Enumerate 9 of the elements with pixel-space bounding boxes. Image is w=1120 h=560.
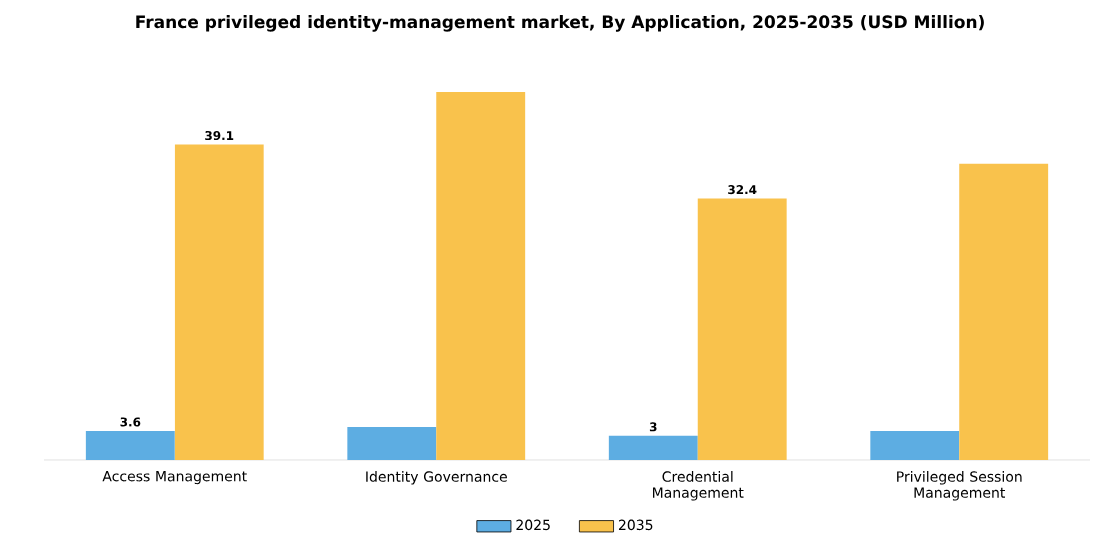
bar — [347, 426, 437, 460]
bar — [959, 163, 1049, 460]
bar — [174, 144, 264, 460]
bar — [697, 198, 787, 460]
bar — [85, 430, 175, 460]
bar — [436, 92, 526, 460]
chart-title: France privileged identity-management market, By Application, 2025-2035 (USD Million) — [136, 15, 984, 32]
bar — [608, 435, 698, 460]
bar — [870, 430, 960, 460]
